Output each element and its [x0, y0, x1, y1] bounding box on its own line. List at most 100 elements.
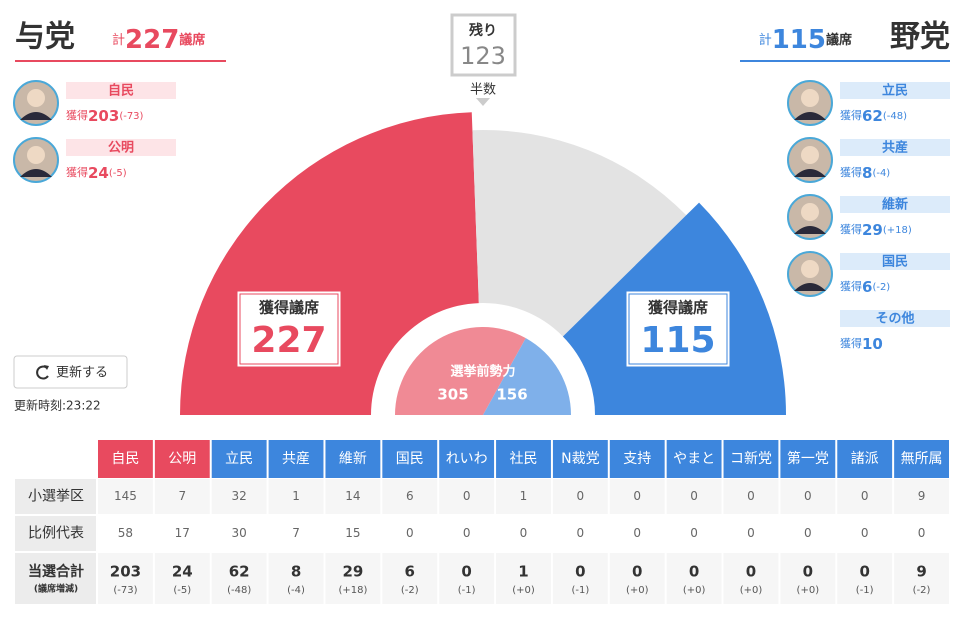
cell-value: 1: [292, 489, 300, 503]
party-name-bar: [840, 253, 950, 270]
party-seats: 獲得10: [840, 335, 883, 353]
table-cell: [325, 479, 381, 514]
table-header-cell: [723, 440, 779, 478]
party-seats: 獲得203(-73): [66, 107, 144, 125]
cell-value: 14: [345, 489, 360, 503]
half-label: 半数: [470, 83, 496, 98]
cell-value: 15: [345, 526, 360, 540]
cell-value: 0: [804, 489, 812, 503]
cell-value: 0: [633, 526, 641, 540]
cell-value: 0: [520, 526, 528, 540]
cell-value: 0: [747, 489, 755, 503]
cell-change: (-5): [173, 585, 191, 596]
cell-value: 62: [229, 563, 250, 581]
table-header: N裁党: [561, 451, 599, 467]
party-name: その他: [875, 311, 914, 327]
table-cell: [382, 516, 438, 551]
cell-change: (+0): [512, 585, 535, 596]
cell-value: 6: [406, 489, 414, 503]
table-cell: [325, 553, 381, 604]
table-header: 国民: [396, 451, 424, 467]
table-cell: [382, 553, 438, 604]
refresh-arrow: [44, 365, 49, 370]
seat-box-inner: [628, 293, 728, 365]
cell-value: 8: [291, 563, 301, 581]
table-header-cell: [439, 440, 495, 478]
table-cell: [723, 479, 779, 514]
face-suit: [794, 169, 826, 177]
cell-value: 9: [916, 563, 926, 581]
cell-change: (-1): [458, 585, 476, 596]
table-cell: [211, 479, 267, 514]
table-cell: [268, 516, 324, 551]
face-head: [27, 89, 45, 107]
got-label: 獲得: [66, 109, 88, 122]
cell-value: 0: [689, 563, 699, 581]
table-cell: [609, 516, 665, 551]
update-button[interactable]: [13, 355, 128, 389]
face-suit: [794, 283, 826, 291]
table-header-cell: [98, 440, 153, 478]
change: (-48): [883, 111, 907, 122]
cell-change: (+0): [797, 585, 820, 596]
table-cell: [780, 553, 836, 604]
cell-value: 0: [633, 489, 641, 503]
table-header: 立民: [225, 451, 253, 467]
cell-change: (-4): [287, 585, 305, 596]
table-header: 社民: [510, 451, 538, 467]
face-head: [801, 203, 819, 221]
table-cell: [780, 479, 836, 514]
table-header-cell: [496, 440, 551, 478]
cell-value: 29: [342, 563, 363, 581]
total-prefix: 計: [112, 32, 125, 48]
cell-change: (+18): [338, 585, 367, 596]
total-value: 227: [125, 25, 179, 55]
total-suffix: 議席: [179, 32, 205, 48]
table-cell: [837, 479, 893, 514]
table-cell: [552, 553, 608, 604]
row-sublabel: (議席増減): [34, 583, 78, 595]
table-header-cell: [894, 440, 949, 478]
cell-value: 7: [178, 489, 186, 503]
got-label: 獲得: [840, 337, 862, 350]
table-cell: [439, 479, 495, 514]
cell-value: 6: [405, 563, 415, 581]
table-header: 維新: [339, 451, 367, 467]
face-suit: [20, 112, 52, 120]
total-suffix: 議席: [826, 32, 852, 48]
cell-value: 0: [577, 526, 585, 540]
face-head: [801, 89, 819, 107]
face-suit: [20, 169, 52, 177]
cell-value: 0: [690, 489, 698, 503]
remaining-value: 123: [460, 42, 506, 70]
party-name-bar: [840, 139, 950, 156]
change: (-2): [872, 282, 890, 293]
refresh-icon: [36, 365, 49, 380]
cell-value: 0: [859, 563, 869, 581]
table-cell: [666, 516, 722, 551]
party-seats: 獲得8(-4): [840, 164, 890, 182]
party-name-bar: [840, 82, 950, 99]
cell-value: 203: [110, 563, 141, 581]
cell-value: 9: [918, 489, 926, 503]
cell-value: 0: [690, 526, 698, 540]
table-cell: [98, 516, 153, 551]
table-header-cell: [154, 440, 210, 478]
table-cell: [98, 553, 153, 604]
party-name: 公明: [108, 141, 134, 156]
cell-value: 0: [406, 526, 414, 540]
table-cell: [609, 479, 665, 514]
table-header: 諸派: [851, 451, 879, 467]
cell-change: (+0): [740, 585, 763, 596]
cell-value: 0: [746, 563, 756, 581]
table-header-cell: [780, 440, 836, 478]
table-cell: [154, 479, 210, 514]
cell-value: 32: [232, 489, 247, 503]
total-value: 115: [772, 25, 826, 55]
pre-label: 選挙前勢力: [450, 364, 515, 380]
table-cell: [439, 553, 495, 604]
change: (-73): [119, 111, 143, 122]
cell-change: (-2): [913, 585, 931, 596]
cell-change: (-1): [856, 585, 874, 596]
got-label: 獲得: [840, 109, 862, 122]
